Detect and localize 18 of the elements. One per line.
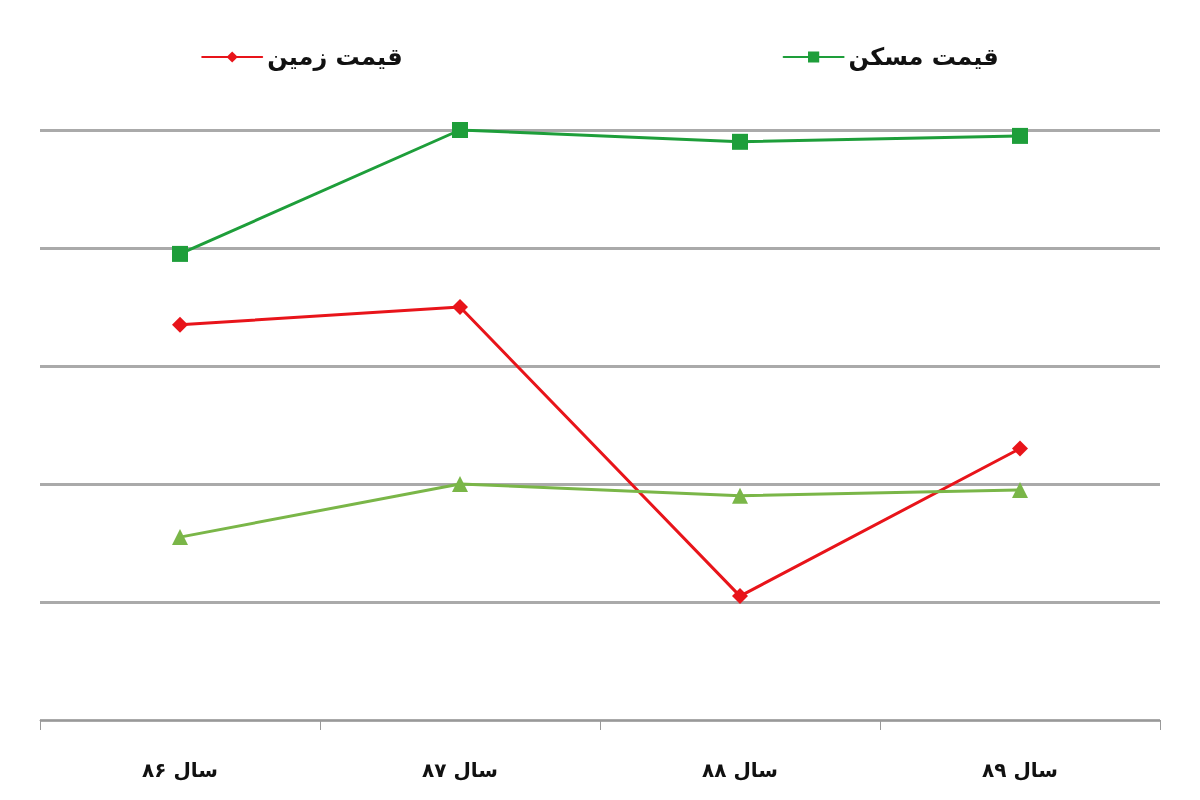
point <box>1012 127 1028 144</box>
point <box>1012 481 1028 498</box>
point <box>172 316 188 333</box>
point <box>1012 440 1028 457</box>
legend-label: قیمت زمین <box>267 43 403 71</box>
x-tick-label: سال ۸۶ <box>142 758 218 782</box>
point <box>452 299 468 315</box>
point <box>172 529 188 546</box>
legend-label: قیمت مسکن <box>848 43 999 71</box>
x-tick-label: سال ۸۹ <box>982 758 1058 782</box>
x-tick-label: سال ۸۸ <box>702 758 778 782</box>
point <box>172 245 188 262</box>
x-tick-label: سال ۸۷ <box>422 758 498 782</box>
point <box>452 122 468 138</box>
point <box>732 487 748 504</box>
point <box>732 588 748 605</box>
point <box>452 476 468 492</box>
point <box>732 133 748 150</box>
